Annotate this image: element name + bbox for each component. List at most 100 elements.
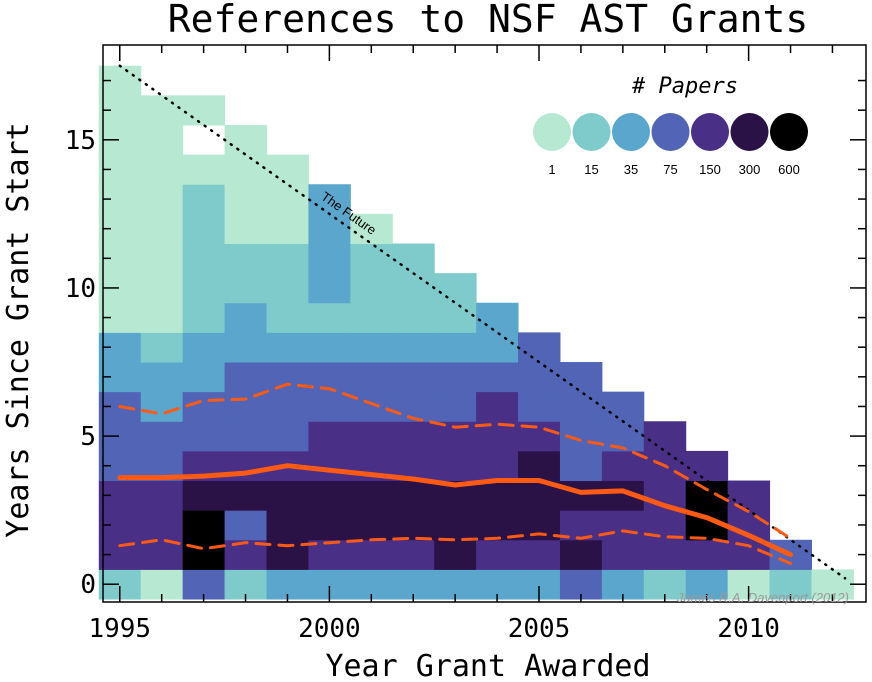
heatmap-cell [434,510,477,541]
heatmap-cell [601,539,645,570]
heatmap-cell [434,539,477,570]
heatmap-cell [685,539,729,570]
heatmap-cell [140,539,184,570]
y-tick-label: 5 [80,422,96,452]
heatmap-cell [601,391,645,422]
heatmap-cell [392,539,435,570]
heatmap-cell [518,332,561,363]
heatmap-cell [182,95,226,126]
heatmap-cell [392,480,435,511]
legend-swatch [691,113,729,151]
heatmap-cell [266,480,309,511]
heatmap-cell [266,421,309,452]
heatmap-cell [224,332,267,363]
heatmap-cell [643,421,687,452]
heatmap-cell [350,480,393,511]
heatmap-cell [476,450,519,482]
heatmap-cell [392,510,435,541]
heatmap-cell [476,302,519,333]
heatmap-cell [224,362,267,393]
heatmap-cell [308,421,351,452]
heatmap-cell [308,450,351,482]
legend: # Papers 1 15 35 75 150 300 600 [533,74,808,177]
heatmap-cell [140,213,184,245]
heatmap-cell [224,184,267,215]
heatmap-cell [224,154,267,185]
heatmap-cell [685,480,729,511]
heatmap-cell [308,510,351,541]
heatmap-cell [308,184,351,215]
heatmap-cell [434,273,477,304]
heatmap-cell [140,480,184,511]
heatmap-cell [476,480,519,511]
heatmap-cell [308,213,351,245]
y-tick-label: 10 [65,274,96,304]
heatmap-cell [224,243,267,274]
legend-label: 150 [699,162,721,177]
heatmap-cell [350,510,393,541]
heatmap-cell [350,243,393,274]
heatmap-cell [182,362,226,393]
heatmap-cell [350,273,393,304]
heatmap-cell [601,510,645,541]
heatmap-cell [350,421,393,452]
heatmap-cell [266,510,309,541]
heatmap-cell [559,362,603,393]
heatmap-cell [140,391,184,422]
heatmap-cell [224,391,267,422]
heatmap-cell [266,154,309,185]
heatmap-cell [140,154,184,185]
heatmap-cell [140,273,184,304]
heatmap-cell [182,332,226,363]
x-tick-label: 1995 [88,614,151,644]
heatmap-cell [434,362,477,393]
heatmap-cell [224,302,267,333]
heatmap-cell [476,332,519,363]
heatmap-cell [140,362,184,393]
legend-swatch [651,113,690,151]
heatmap-cell [266,184,309,215]
heatmap-cell [350,391,393,422]
heatmap-cell [559,510,603,541]
x-tick-label: 2010 [717,614,780,644]
heatmap-cell [224,213,267,245]
axis-ticks: 1995 2000 2005 2010 0 5 10 15 [65,45,866,644]
heatmap-cell [350,302,393,333]
heatmap-cell [182,391,226,422]
heatmap-cell [224,124,267,156]
legend-swatch [770,113,808,151]
legend-swatch [612,113,650,151]
heatmap-cell [308,332,351,363]
heatmap-cell [392,332,435,363]
x-tick-label: 2005 [508,614,571,644]
heatmap-cell [308,391,351,422]
heatmap-cell [182,480,226,511]
heatmap-cell [392,362,435,393]
heatmap-cell [266,391,309,422]
heatmap-cell [350,362,393,393]
legend-label: 300 [739,162,761,177]
heatmap-cell [434,302,477,333]
heatmap-cell [140,421,184,452]
heatmap-cell [140,243,184,274]
heatmap-cell [643,539,687,570]
heatmap-cell [266,332,309,363]
heatmap-cell [392,273,435,304]
heatmap-cell [182,273,226,304]
median-line [117,463,793,558]
legend-label: 1 [548,162,555,177]
heatmap-cell [518,539,561,570]
credit-label: James R.A. Davenport (2012) [676,590,849,605]
heatmap-cell [266,362,309,393]
heatmap-cell [182,154,226,185]
heatmap-cell [224,510,267,541]
heatmap-cell [140,332,184,363]
heatmap-cell [476,391,519,422]
heatmap-cell [224,421,267,452]
heatmap-cell [266,243,309,274]
heatmap-cell [140,510,184,541]
heatmap-cell [476,539,519,570]
heatmap-cell [266,273,309,304]
heatmap-cell [308,480,351,511]
heatmap-cell [224,273,267,304]
